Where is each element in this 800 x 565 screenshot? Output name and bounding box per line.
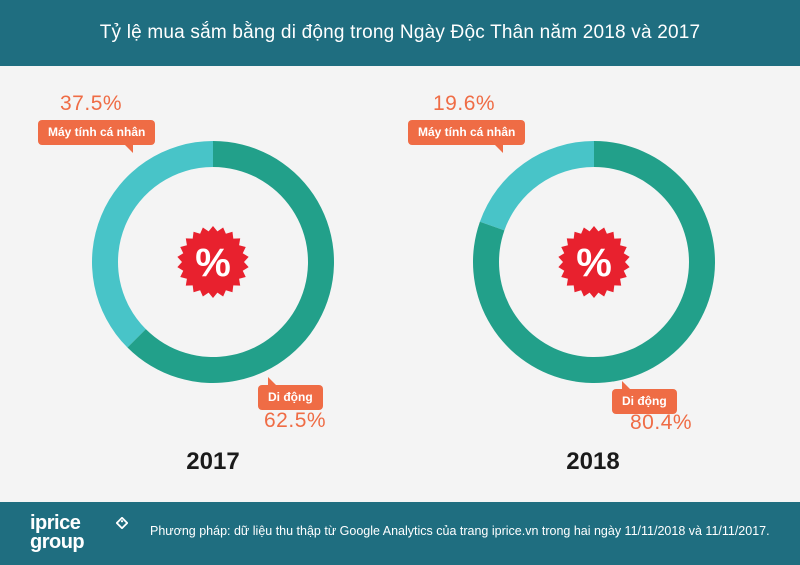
chart-2017-title: 2017 [186,448,240,475]
tag-icon [116,517,128,529]
chart-2017-center-text: % [195,241,231,285]
logo-line-1: iprice [30,512,81,534]
chart-2017-slice-mobile [127,141,335,383]
page-title: Tỷ lệ mua sắm bằng di động trong Ngày Độ… [99,22,701,43]
bubble-tail [494,144,503,153]
bubble-tail [124,144,133,153]
chart-2017-slice-desktop [92,141,213,348]
chart-2018-mobile-label: Di động [612,381,677,414]
methodology-note: Phương pháp: dữ liệu thu thập từ Google … [150,524,770,538]
chart-2017-mobile-label-text: Di động [268,390,313,404]
chart-2018-desktop-label: Máy tính cá nhân [408,120,526,153]
chart-2017-desktop-value: 37.5% [60,92,123,115]
chart-2018-desktop-value: 19.6% [433,92,496,115]
percent-badge-icon: % [558,226,630,298]
chart-2017-desktop-label: Máy tính cá nhân [38,120,156,153]
bubble-tail [622,381,631,390]
chart-2018-mobile-label-text: Di động [622,394,667,408]
iprice-logo[interactable]: iprice group [30,512,140,558]
percent-badge-icon: % [177,226,249,298]
bubble-tail [268,377,277,386]
donut-charts: %% [92,141,715,383]
header-bar: Tỷ lệ mua sắm bằng di động trong Ngày Độ… [0,0,800,66]
footer-bar: iprice group Phương pháp: dữ liệu thu th… [0,502,800,565]
chart-2018-desktop-label-text: Máy tính cá nhân [418,125,516,139]
chart-2018-title: 2018 [566,448,620,475]
chart-2017-mobile-value: 62.5% [264,409,327,432]
logo-line-2: group [30,531,85,553]
chart-2018-slice-desktop [479,141,594,231]
chart-2018-center-text: % [576,241,612,285]
chart-2017-mobile-label: Di động [258,377,323,410]
chart-2017-desktop-label-text: Máy tính cá nhân [48,125,146,139]
chart-2018-mobile-value: 80.4% [630,411,693,434]
